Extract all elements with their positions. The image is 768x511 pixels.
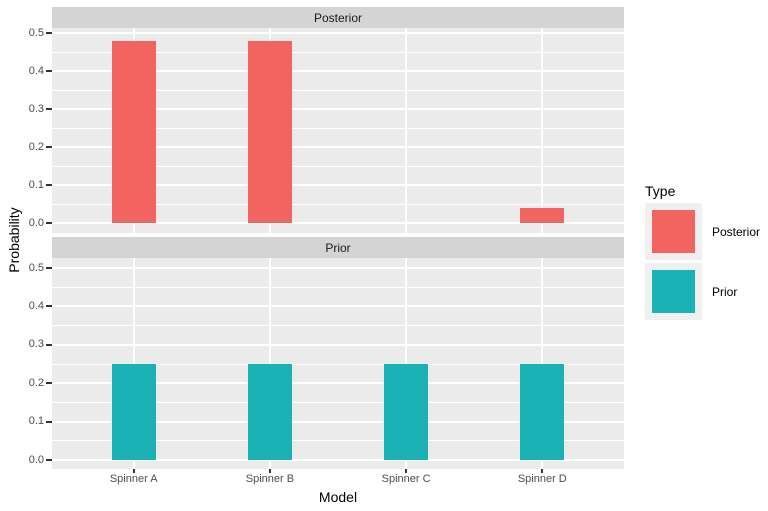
gridline-minor xyxy=(52,51,624,53)
legend-title: Type xyxy=(645,183,676,199)
facet-strip-posterior: Posterior xyxy=(52,7,624,28)
x-tick-label: Spinner B xyxy=(245,473,295,485)
posterior-swatch xyxy=(652,210,695,253)
x-axis-title: Model xyxy=(318,489,358,505)
y-tick-label: 0.3 xyxy=(28,338,44,351)
gridline-minor xyxy=(52,440,624,442)
gridline-major xyxy=(52,108,624,110)
x-tick-label: Spinner A xyxy=(109,473,158,485)
gridline-major xyxy=(52,184,624,186)
gridline-major xyxy=(52,267,624,269)
bar-prior-spinner-c xyxy=(384,364,429,460)
y-tick-mark xyxy=(46,32,52,34)
y-tick-label: 0.0 xyxy=(28,453,44,466)
legend-entry-prior: Prior xyxy=(645,263,760,320)
gridline-minor xyxy=(52,401,624,403)
gridline-major xyxy=(52,420,624,423)
legend-keys: Posterior Prior xyxy=(645,203,760,320)
bar-prior-spinner-d xyxy=(520,364,565,460)
legend-entry-posterior: Posterior xyxy=(645,203,760,260)
bar-prior-spinner-a xyxy=(111,364,156,460)
legend-key xyxy=(645,263,702,320)
gridline-major xyxy=(52,343,624,346)
y-tick-label: 0.5 xyxy=(28,26,44,39)
y-tick-mark xyxy=(46,70,52,72)
y-tick-label: 0.0 xyxy=(28,216,44,229)
y-tick-mark xyxy=(46,305,52,308)
y-tick-mark xyxy=(46,184,52,186)
y-tick-label: 0.4 xyxy=(28,64,44,77)
gridline-minor xyxy=(52,165,624,167)
gridline-minor xyxy=(52,203,624,205)
y-tick-mark xyxy=(46,267,52,269)
gridline-minor xyxy=(52,286,624,288)
gridline-major-vertical xyxy=(405,258,408,469)
gridline-major xyxy=(52,32,624,34)
x-tick-mark xyxy=(132,469,135,473)
prior-swatch xyxy=(652,270,695,313)
y-tick-mark xyxy=(46,382,52,385)
gridline-major xyxy=(52,459,624,461)
bar-prior-spinner-b xyxy=(247,364,292,460)
gridline-major-vertical xyxy=(132,258,135,469)
y-tick-label: 0.5 xyxy=(28,261,44,274)
x-tick-mark xyxy=(405,469,408,473)
gridline-minor xyxy=(52,325,624,327)
y-tick-label: 0.2 xyxy=(28,140,44,153)
x-tick-label: Spinner D xyxy=(517,473,567,485)
y-tick-mark xyxy=(46,146,52,148)
gridline-major xyxy=(52,222,624,224)
y-tick-mark xyxy=(46,459,52,461)
y-tick-label: 0.3 xyxy=(28,102,44,115)
gridline-major-vertical xyxy=(541,258,544,469)
x-tick-label: Spinner C xyxy=(381,473,431,485)
legend-entry-label: Prior xyxy=(712,284,738,299)
y-tick-label: 0.2 xyxy=(28,376,44,389)
gridline-major xyxy=(52,70,624,72)
bar-posterior-spinner-a xyxy=(111,40,156,223)
y-tick-mark xyxy=(46,343,52,346)
legend: Type Posterior Prior xyxy=(645,183,760,323)
gridline-major-vertical xyxy=(405,28,408,233)
x-tick-mark xyxy=(541,469,544,473)
bar-posterior-spinner-d xyxy=(520,207,565,223)
bar-posterior-spinner-b xyxy=(247,40,292,223)
facet-panel-posterior xyxy=(52,28,624,233)
gridline-major-vertical xyxy=(268,258,271,469)
gridline-minor xyxy=(52,89,624,91)
gridline-minor xyxy=(52,363,624,365)
legend-key xyxy=(645,203,702,260)
y-tick-mark xyxy=(46,222,52,224)
y-tick-label: 0.4 xyxy=(28,299,44,312)
gridline-major xyxy=(52,382,624,385)
y-tick-label: 0.1 xyxy=(28,178,44,191)
facet-strip-prior: Prior xyxy=(52,237,624,258)
gridline-major-vertical xyxy=(541,28,544,233)
gridline-minor xyxy=(52,127,624,129)
gridline-major xyxy=(52,305,624,308)
y-tick-mark xyxy=(46,420,52,423)
y-tick-label: 0.1 xyxy=(28,415,44,428)
x-tick-mark xyxy=(268,469,271,473)
legend-entry-label: Posterior xyxy=(712,224,761,239)
y-tick-mark xyxy=(46,108,52,110)
gridline-major xyxy=(52,146,624,148)
facet-panel-prior xyxy=(52,258,624,469)
